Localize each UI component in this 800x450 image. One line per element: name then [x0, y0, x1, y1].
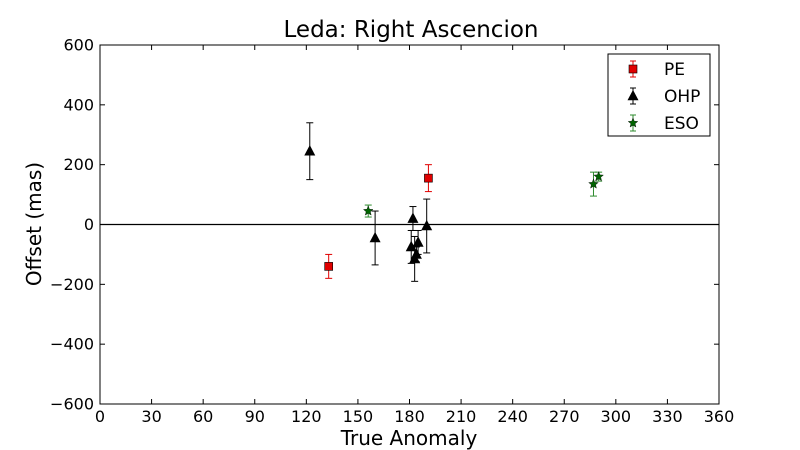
x-tick-label: 270: [549, 407, 580, 426]
legend-label: PE: [664, 60, 685, 80]
plot-area: [100, 122, 719, 282]
data-point: [324, 262, 333, 271]
data-point: [369, 231, 381, 243]
x-tick-label: 120: [291, 407, 322, 426]
y-axis-label: Offset (mas): [22, 162, 46, 286]
x-tick-label: 30: [141, 407, 161, 426]
data-point: [424, 173, 433, 183]
x-tick-label: 150: [343, 407, 374, 426]
legend-entry-ohp: OHP: [627, 87, 700, 107]
x-tick-label: 330: [652, 407, 683, 426]
y-tick-label: −600: [50, 395, 94, 414]
data-point: [421, 219, 433, 231]
x-tick-label: 300: [601, 407, 632, 426]
y-tick-label: −400: [50, 335, 94, 354]
legend-marker: [627, 117, 639, 128]
x-tick-label: 210: [446, 407, 477, 426]
data-point: [407, 212, 419, 223]
x-axis-label: True Anomaly: [340, 426, 478, 450]
y-tick-label: 0: [84, 215, 94, 234]
x-tick-label: 0: [95, 407, 105, 426]
legend-label: ESO: [664, 114, 699, 134]
legend-entry-pe: PE: [628, 60, 685, 80]
legend-marker: [627, 89, 639, 101]
x-tick-label: 90: [245, 407, 265, 426]
series-eso: [362, 171, 604, 218]
series-ohp: [304, 122, 433, 282]
data-point: [412, 236, 424, 247]
data-point: [410, 248, 422, 259]
data-point: [593, 171, 604, 182]
data-point: [362, 205, 374, 216]
y-tick-label: −200: [50, 275, 94, 294]
y-tick-label: 600: [63, 36, 94, 55]
legend: PE OHP ESO: [607, 53, 711, 137]
axis-ticks: 0 30 60 90 120 150 180 210 240 270 300 330 360 −600 −4…: [50, 36, 734, 427]
x-tick-label: 180: [394, 407, 425, 426]
chart-title: Leda: Right Ascencion: [284, 17, 539, 43]
y-tick-label: 200: [63, 155, 94, 174]
legend-box: [607, 53, 711, 137]
y-tick-label: 400: [63, 95, 94, 114]
legend-entry-eso: ESO: [627, 114, 699, 134]
legend-label: OHP: [664, 87, 700, 107]
x-tick-label: 360: [704, 407, 735, 426]
data-point: [588, 178, 599, 189]
data-point: [304, 145, 316, 156]
x-tick-label: 60: [193, 407, 213, 426]
series-pe: [324, 164, 433, 279]
x-tick-label: 240: [497, 407, 528, 426]
legend-marker: [628, 64, 638, 74]
